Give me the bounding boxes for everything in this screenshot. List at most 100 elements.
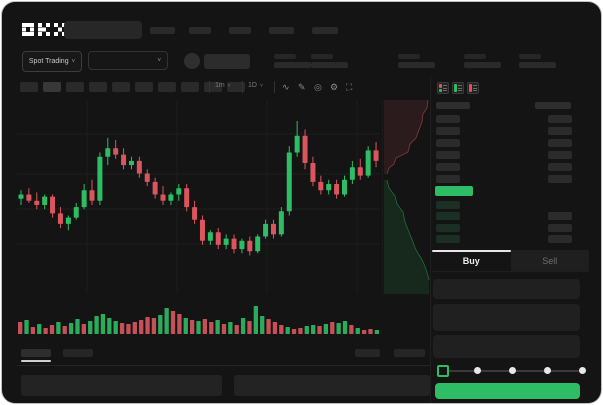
toolbar-button-placeholder[interactable] [158, 82, 176, 92]
volume-chart [18, 306, 380, 334]
nav-item-placeholder[interactable] [269, 27, 294, 34]
interval-label: 1m [215, 82, 225, 89]
toolbar-button-placeholder[interactable] [135, 82, 153, 92]
bottom-tab-active[interactable] [21, 349, 51, 357]
stat-value-placeholder [519, 62, 556, 68]
orderbook-view-both-icon[interactable] [437, 82, 449, 94]
bid-size-placeholder [548, 223, 572, 232]
chevron-down-icon: ˅ [227, 82, 231, 89]
coin-avatar [184, 53, 200, 69]
nav-item-placeholder[interactable] [312, 27, 338, 34]
slider-step-dot[interactable] [474, 367, 481, 374]
slider-step-dot[interactable] [544, 367, 551, 374]
nav-item-placeholder[interactable] [229, 27, 251, 34]
toolbar-divider [274, 81, 275, 93]
toolbar-button-placeholder[interactable] [89, 82, 107, 92]
range-label: 1D [248, 82, 257, 89]
stat-label-placeholder [464, 54, 486, 59]
submit-order-button[interactable] [435, 383, 580, 399]
ask-price-placeholder [436, 151, 460, 159]
total-input-placeholder[interactable] [433, 335, 580, 358]
ask-price-placeholder [436, 175, 460, 183]
pair-title-placeholder [204, 54, 250, 69]
amount-input-placeholder[interactable] [433, 304, 580, 331]
bottom-action-placeholder[interactable] [355, 349, 380, 357]
section-divider [17, 365, 430, 366]
depth-sidebar [382, 99, 431, 294]
interval-selector[interactable]: 1m ˅ [215, 82, 231, 89]
toolbar-button-placeholder[interactable] [20, 82, 38, 92]
ask-size-placeholder [548, 139, 572, 147]
orders-panel-placeholder [21, 375, 222, 396]
stat-label-placeholder [274, 54, 296, 59]
slider-handle[interactable] [437, 365, 449, 377]
stat-value-placeholder [274, 62, 311, 68]
ask-price-placeholder [436, 163, 460, 171]
camera-icon[interactable]: ◎ [314, 82, 322, 92]
slider-step-dot[interactable] [509, 367, 516, 374]
bid-price-placeholder [436, 212, 460, 221]
panel-divider [430, 77, 431, 403]
okx-logo [22, 23, 66, 36]
ask-size-placeholder [548, 163, 572, 171]
slider-step-dot[interactable] [579, 367, 586, 374]
depth-chart [384, 99, 430, 294]
search-input[interactable] [64, 21, 142, 39]
chart-range-selector[interactable]: 1D ˅ [248, 82, 263, 89]
okx-logo-icon [22, 23, 66, 36]
bottom-tab-indicator [21, 360, 51, 362]
bid-price-placeholder [436, 223, 460, 232]
stat-label-placeholder [311, 54, 333, 59]
pencil-icon[interactable]: ✎ [298, 82, 306, 92]
trade-tabs: Buy Sell [432, 250, 589, 272]
bid-size-placeholder [548, 212, 572, 221]
settings-icon[interactable]: ⚙ [330, 82, 339, 92]
nav-item-placeholder[interactable] [150, 27, 175, 34]
last-price-highlight[interactable] [435, 186, 473, 196]
ask-price-placeholder [436, 139, 460, 147]
orderbook-header-placeholder [436, 102, 470, 109]
bottom-tab[interactable] [63, 349, 93, 357]
toolbar-button-placeholder[interactable] [66, 82, 84, 92]
ask-size-placeholder [548, 127, 572, 135]
bid-price-placeholder [436, 201, 460, 209]
bid-price-placeholder [436, 234, 460, 243]
toolbar-button-placeholder[interactable] [181, 82, 199, 92]
pair-dropdown[interactable]: ˅ [88, 51, 168, 70]
active-tab-indicator [432, 250, 511, 252]
stat-value-placeholder [464, 62, 501, 68]
nav-item-placeholder[interactable] [189, 27, 211, 34]
market-type-selector[interactable]: Spot Trading ˅ [22, 51, 82, 72]
orderbook-view-asks-icon[interactable] [467, 82, 479, 94]
stat-value-placeholder [398, 62, 435, 68]
buy-tab-label: Buy [462, 255, 480, 266]
candlestick-chart[interactable] [17, 100, 380, 294]
tab-buy[interactable]: Buy [432, 250, 511, 271]
stat-value-placeholder [311, 62, 348, 68]
price-input-placeholder[interactable] [433, 279, 580, 299]
tab-sell[interactable]: Sell [510, 250, 589, 271]
bottom-action-placeholder[interactable] [394, 349, 425, 357]
ask-size-placeholder [548, 175, 572, 183]
ask-price-placeholder [436, 127, 460, 135]
chevron-down-icon: ˅ [157, 57, 161, 64]
toolbar-button-placeholder[interactable] [227, 82, 245, 92]
stat-label-placeholder [519, 54, 541, 59]
ask-size-placeholder [548, 115, 572, 123]
chevron-down-icon: ˅ [259, 82, 263, 89]
chevron-down-icon: ˅ [71, 58, 76, 65]
stat-label-placeholder [398, 54, 420, 59]
orderbook-view-bids-icon[interactable] [452, 82, 464, 94]
bid-size-placeholder [548, 234, 572, 243]
fullscreen-icon[interactable]: ⛶ [346, 82, 353, 92]
toolbar-button-placeholder[interactable] [204, 82, 222, 92]
orderbook-header-placeholder [535, 102, 571, 109]
sell-tab-label: Sell [542, 255, 558, 266]
toolbar-button-placeholder[interactable] [112, 82, 130, 92]
toolbar-button-placeholder[interactable] [43, 82, 61, 92]
toolbar-divider [242, 81, 243, 93]
wave-icon[interactable]: ∿ [282, 82, 290, 92]
orders-panel-placeholder [234, 375, 430, 396]
toolbar-divider [209, 81, 210, 93]
